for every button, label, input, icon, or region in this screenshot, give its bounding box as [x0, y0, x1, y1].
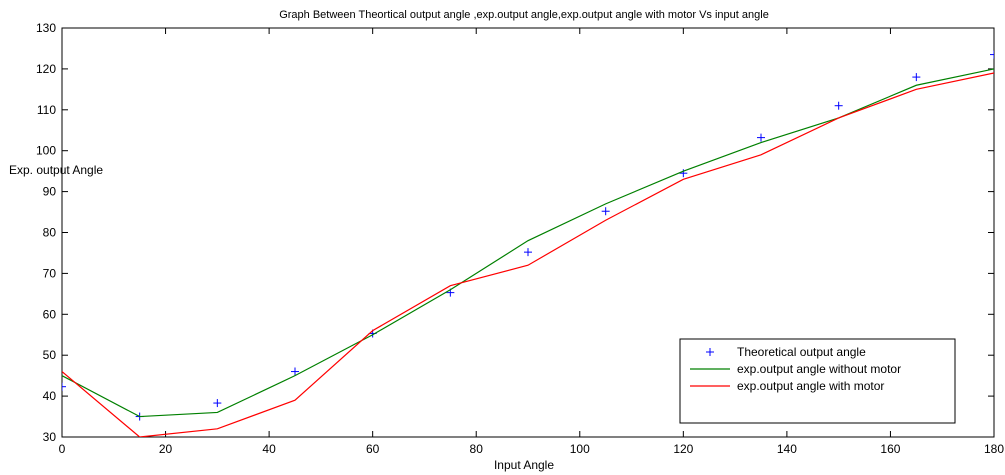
x-tick-label: 140: [777, 442, 797, 456]
y-tick-label: 100: [36, 144, 56, 158]
y-tick-label: 40: [43, 389, 57, 403]
legend-box: [679, 338, 956, 424]
data-point-plus: [834, 101, 843, 110]
y-tick-label: 110: [37, 103, 56, 117]
y-tick-label: 130: [36, 21, 56, 35]
x-tick-label: 180: [984, 442, 1004, 456]
legend-label-0: Theoretical output angle: [737, 345, 866, 359]
legend: Theoretical output angle exp.output angle…: [679, 338, 956, 424]
y-tick-label: 70: [43, 266, 57, 280]
legend-swatch-0: [706, 348, 714, 356]
x-tick-label: 20: [159, 442, 173, 456]
x-tick-label: 0: [59, 442, 66, 456]
y-tick-label: 60: [43, 307, 57, 321]
legend-label-1: exp.output angle without motor: [737, 362, 901, 376]
x-tick-label: 100: [570, 442, 590, 456]
data-point-plus: [990, 50, 994, 59]
x-tick-label: 40: [262, 442, 276, 456]
series-line-2: [62, 72, 994, 437]
y-tick-label: 50: [43, 348, 57, 362]
data-point-plus: [291, 367, 299, 376]
legend-label-2: exp.output angle with motor: [737, 379, 884, 393]
series-group: [62, 50, 994, 437]
data-point-plus: [62, 382, 66, 391]
x-tick-label: 120: [673, 442, 693, 456]
chart-title: Graph Between Theortical output angle ,e…: [279, 9, 769, 21]
y-axis-label: Exp. output Angle: [9, 163, 103, 177]
x-axis-label: Input Angle: [494, 458, 554, 472]
y-tick-label: 80: [43, 226, 57, 240]
x-tick-label: 80: [470, 442, 484, 456]
data-point-plus: [912, 73, 921, 82]
data-point-plus: [757, 133, 765, 142]
y-tick-label: 90: [43, 185, 57, 199]
data-point-plus: [601, 207, 610, 216]
data-point-plus: [213, 399, 222, 408]
plot-layer: 0 20 40 60 80 100 120 140 160 180 30 40 50 60 70 80 90 10…: [36, 21, 1004, 456]
y-tick-label: 30: [43, 430, 57, 444]
x-tick-label: 160: [880, 442, 900, 456]
data-point-plus: [524, 248, 532, 257]
y-tick-label: 120: [36, 62, 56, 76]
x-tick-label: 60: [366, 442, 380, 456]
